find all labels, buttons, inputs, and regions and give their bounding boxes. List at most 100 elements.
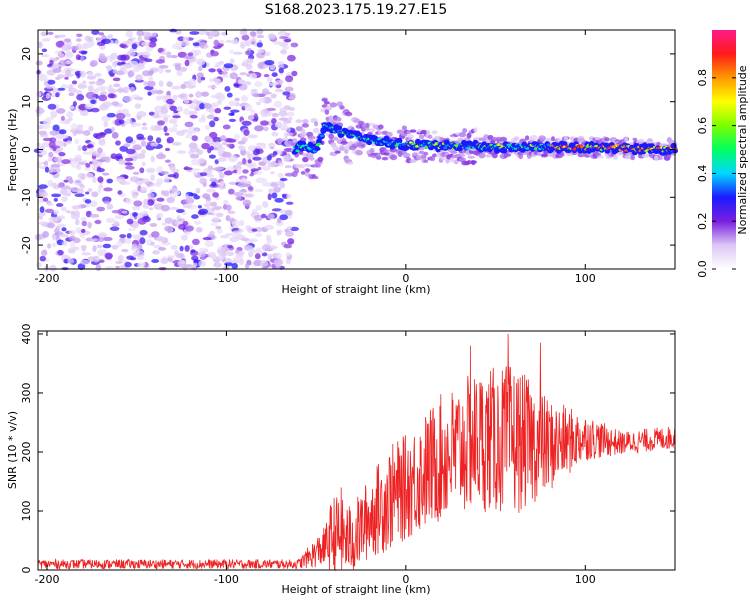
spectrogram-noise-blob: [180, 84, 187, 89]
spectrogram-noise-blob: [238, 84, 248, 91]
spectrogram-noise-blob: [54, 35, 60, 39]
spectrogram-noise-blob: [244, 104, 253, 112]
spectrogram-noise-blob: [131, 194, 138, 199]
spectrogram-noise-blob: [119, 234, 127, 239]
spectrogram-noise-blob: [96, 152, 101, 158]
spectrogram-halo-blob: [624, 136, 629, 142]
spectrogram-noise-blob: [157, 127, 164, 131]
spectrogram-noise-blob: [276, 230, 282, 236]
spectrogram-noise-blob: [141, 149, 146, 155]
spectrogram-noise-blob: [209, 120, 216, 128]
spectrogram-noise-blob: [208, 154, 216, 159]
spectrogram-noise-blob: [279, 107, 287, 114]
spectrogram-noise-blob: [274, 252, 282, 260]
spectrogram-noise-blob: [277, 159, 282, 164]
spectrogram-noise-blob: [56, 203, 64, 207]
spectrogram-noise-blob: [273, 258, 283, 266]
spectrogram-noise-blob: [277, 172, 284, 178]
spectrogram-halo-blob: [332, 136, 339, 141]
spectrogram-noise-blob: [87, 85, 94, 93]
spectrogram-noise-blob: [169, 105, 178, 112]
spectrogram-noise-blob: [245, 63, 253, 70]
spectrogram-noise-blob: [129, 60, 139, 68]
spectrogram-noise-blob: [53, 198, 58, 202]
spectrogram-halo-blob: [529, 134, 538, 141]
spectrogram-noise-blob: [221, 74, 229, 78]
spectrogram-noise-blob: [72, 101, 77, 107]
spectrogram-noise-blob: [142, 210, 149, 217]
spectrogram-noise-blob: [229, 236, 239, 243]
spectrogram-noise-blob: [139, 167, 145, 174]
spectrogram-noise-blob: [92, 150, 98, 156]
spectrogram-noise-blob: [58, 34, 66, 38]
spectrogram-halo-blob: [302, 119, 309, 124]
spectrogram-noise-blob: [84, 41, 94, 49]
spectrogram-noise-blob: [217, 94, 226, 101]
spectrogram-noise-blob: [111, 101, 120, 106]
spectrogram-noise-blob: [244, 40, 252, 47]
spectrogram-noise-blob: [76, 33, 83, 38]
spectrogram-noise-blob: [73, 179, 83, 186]
snr-ytick-label: 0: [20, 567, 33, 574]
spectrogram-noise-blob: [201, 114, 206, 121]
spectrogram-halo-blob: [313, 176, 319, 180]
spectrogram-noise-blob: [163, 125, 168, 133]
spectrogram-noise-blob: [133, 200, 143, 207]
spectrogram-noise-blob: [89, 200, 98, 208]
spectrogram-noise-blob: [100, 152, 106, 157]
spectrogram-noise-blob: [220, 31, 229, 36]
spectrogram-noise-blob: [139, 237, 146, 245]
spectrogram-noise-blob: [75, 130, 85, 135]
spectrogram-noise-blob: [279, 209, 287, 214]
spectrogram-noise-blob: [134, 103, 141, 109]
spectrogram-noise-blob: [84, 35, 91, 42]
spectrogram-halo-blob: [466, 132, 472, 139]
spectrogram-noise-blob: [148, 76, 154, 82]
spectrogram-noise-blob: [35, 60, 43, 66]
spectrogram-noise-blob: [229, 72, 238, 80]
spectrogram-noise-blob: [177, 105, 183, 113]
spectrogram-halo-blob: [596, 155, 604, 159]
spectrogram-noise-blob: [228, 100, 236, 107]
spectrogram-noise-blob: [173, 110, 179, 114]
spectrogram-noise-blob: [215, 166, 225, 171]
spectrogram-noise-blob: [98, 259, 105, 264]
spectrogram-noise-blob: [256, 101, 261, 106]
spectrogram-noise-blob: [267, 33, 276, 39]
spectrogram-noise-blob: [84, 199, 92, 204]
spectrogram-noise-blob: [273, 186, 281, 193]
spectrogram-noise-blob: [176, 209, 185, 213]
spectrogram-halo-blob: [328, 133, 335, 140]
spectrogram-noise-blob: [156, 178, 164, 185]
spectrogram-noise-blob: [87, 143, 94, 148]
spectrogram-noise-blob: [235, 249, 240, 254]
spectrogram-noise-blob: [82, 80, 87, 85]
spectrogram-noise-blob: [104, 128, 113, 134]
spectrogram-noise-blob: [160, 51, 168, 55]
spectrogram-noise-blob: [274, 197, 284, 203]
spectrogram-noise-blob: [84, 166, 91, 171]
spectrogram-noise-blob: [60, 134, 69, 139]
spectrogram-noise-blob: [190, 249, 196, 253]
spectrogram-noise-blob: [85, 191, 90, 195]
spectrogram-noise-blob: [61, 206, 68, 212]
spectrogram-noise-blob: [155, 89, 164, 95]
spectrogram-noise-blob: [75, 54, 81, 61]
colorbar-tick-label: 0.0: [696, 260, 709, 278]
spectrogram-noise-blob: [224, 170, 233, 176]
spectrogram-noise-blob: [205, 31, 211, 36]
spectrogram-noise-blob: [37, 41, 43, 49]
spectrogram-noise-blob: [156, 166, 164, 173]
spectrogram-noise-blob: [67, 258, 75, 264]
spectrogram-noise-blob: [188, 78, 197, 86]
spectrogram-noise-blob: [213, 262, 222, 268]
spectrogram-noise-blob: [52, 147, 57, 152]
spectrogram-noise-blob: [125, 118, 132, 125]
spectrogram-noise-blob: [116, 88, 126, 93]
spectrogram-noise-blob: [184, 121, 194, 128]
spectrogram-halo-blob: [298, 150, 304, 155]
spectrogram-noise-blob: [241, 34, 250, 41]
spectrogram-noise-blob: [102, 172, 110, 176]
